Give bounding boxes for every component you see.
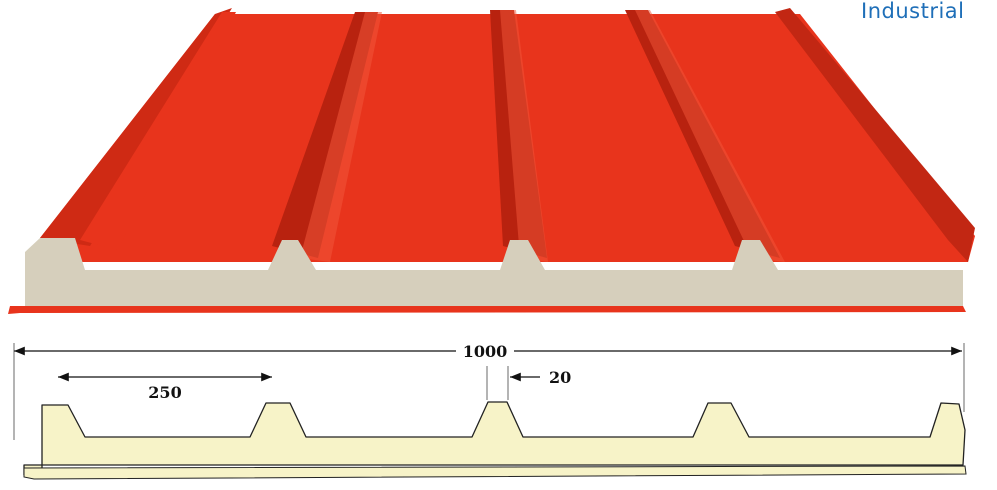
panel-cross-section [23,401,967,480]
dimension-annotations: 1000 250 20 [13,341,965,440]
sheet-ribs [80,10,785,262]
sheet-right-edge [775,8,975,262]
sheet-left-edge [40,8,232,246]
insulation-core-profile [23,401,966,479]
insulation-core-3d [25,238,963,308]
caption-text: Industrial [861,0,965,23]
panel-3d-view [8,8,975,314]
rib-top-label: 20 [549,368,571,387]
rib-pitch-label: 250 [148,383,181,402]
bottom-sheet-edge [8,306,966,314]
total-width-label: 1000 [463,342,508,361]
